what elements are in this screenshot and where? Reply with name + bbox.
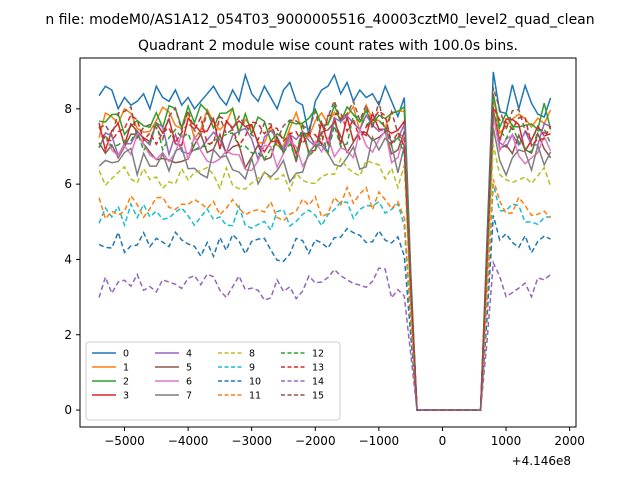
legend-label-6: 6 xyxy=(186,377,192,388)
y-tick-label: 6 xyxy=(64,177,72,191)
chart-title: Quadrant 2 module wise count rates with … xyxy=(138,38,518,54)
x-tick-label: 1000 xyxy=(491,434,522,448)
x-tick-label: −3000 xyxy=(231,434,272,448)
legend-label-8: 8 xyxy=(249,349,255,360)
series-line-12 xyxy=(98,112,552,411)
y-tick-label: 8 xyxy=(64,102,72,116)
x-axis-offset-label: +4.146e8 xyxy=(512,454,571,468)
legend-label-15: 15 xyxy=(312,391,324,402)
plot-area xyxy=(79,57,577,428)
x-tick-label: −2000 xyxy=(295,434,336,448)
series-line-14 xyxy=(98,259,552,411)
x-tick-label: 0 xyxy=(439,434,447,448)
legend-label-11: 11 xyxy=(249,391,261,402)
legend-box xyxy=(85,341,341,421)
legend-label-12: 12 xyxy=(312,349,324,360)
x-tick-label: −1000 xyxy=(359,434,400,448)
y-axis: 0 2 4 6 8 xyxy=(64,102,80,417)
y-tick-label: 0 xyxy=(64,403,72,417)
legend-label-4: 4 xyxy=(186,349,192,360)
y-tick-label: 4 xyxy=(64,252,72,266)
legend-label-14: 14 xyxy=(312,377,324,388)
legend-label-7: 7 xyxy=(186,391,192,402)
legend-label-10: 10 xyxy=(249,377,261,388)
series-line-15 xyxy=(98,87,551,411)
y-tick-label: 2 xyxy=(64,328,72,342)
x-tick-label: −5000 xyxy=(104,434,145,448)
x-axis: −5000 −4000 −3000 −2000 −1000 0 1000 2000 xyxy=(104,427,585,448)
x-tick-label: −4000 xyxy=(168,434,209,448)
legend-label-13: 13 xyxy=(312,363,324,374)
x-tick-label: 2000 xyxy=(554,434,585,448)
legend-label-0: 0 xyxy=(123,349,129,360)
legend-label-5: 5 xyxy=(186,363,192,374)
legend-label-2: 2 xyxy=(123,377,129,388)
legend-label-3: 3 xyxy=(123,391,129,402)
series-layer xyxy=(98,71,552,411)
legend-label-9: 9 xyxy=(249,363,255,374)
legend-label-1: 1 xyxy=(123,363,129,374)
chart-title-top: n file: modeM0/AS1A12_054T03_9000005516_… xyxy=(45,12,594,28)
